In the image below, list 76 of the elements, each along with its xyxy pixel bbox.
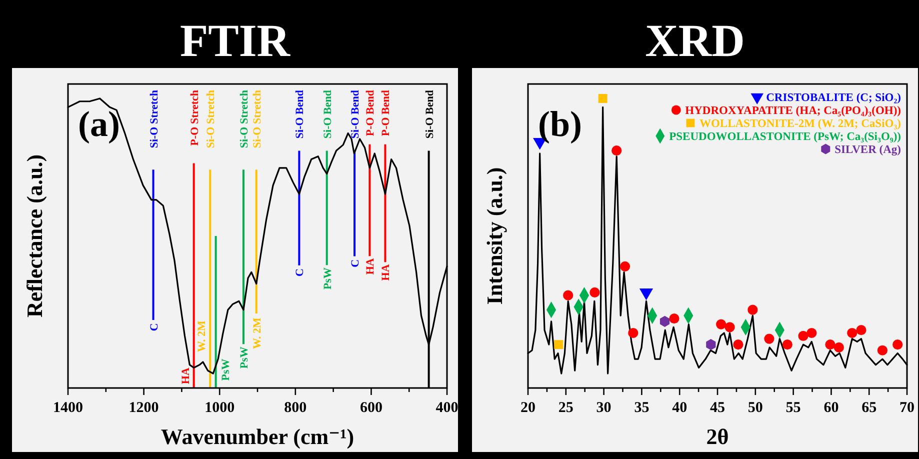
x-tick-label: 1400 (53, 400, 83, 416)
point (598, 94, 608, 103)
ref-line-label: Si-O Bend (322, 90, 334, 139)
point (628, 328, 638, 338)
point (825, 340, 836, 350)
ref-line-label: Si-O Stretch (205, 90, 218, 148)
x-axis-title: Wavenumber (cm⁻¹) (160, 424, 354, 449)
legend-label: WOLLASTONITE-2M (W. 2M; CaSiO₃) (699, 118, 902, 130)
annotation: PsW (322, 268, 334, 290)
annotation: W. 2M (251, 316, 264, 349)
point (733, 340, 744, 350)
y-axis-title: Reflectance (a.u.) (22, 154, 47, 318)
ref-line-label: P-O Stretch (188, 90, 201, 146)
point (856, 325, 866, 336)
ref-line-label: P-O Bend (364, 90, 377, 136)
point (782, 340, 792, 350)
point (798, 330, 808, 341)
chart-title: XRD (645, 15, 745, 66)
point (764, 334, 774, 344)
x-tick-label: 70 (900, 400, 914, 416)
ref-line-label: Si-O Stretch (148, 90, 160, 148)
ref-line-label: P-O Bend (380, 90, 392, 136)
x-tick-label: 65 (862, 400, 877, 416)
point (892, 340, 903, 350)
point (612, 146, 622, 156)
ref-line-label: Si-O Bend (294, 90, 306, 139)
annotation: PsW (220, 358, 232, 381)
ref-line-label: Si-O Bend (424, 90, 436, 139)
point (620, 261, 630, 272)
ref-line-label: Si-O Bend (350, 90, 362, 139)
annotation: HA (180, 368, 192, 384)
chart-title: FTIR (180, 15, 291, 66)
point (716, 319, 726, 330)
legend-label: HYDROXYAPATITE (HA; Ca₅(PO₄)₃(OH)) (685, 105, 902, 117)
annotation: PsW (238, 346, 250, 369)
annotation: HA (364, 258, 377, 275)
point (806, 328, 817, 338)
annotation: C (350, 259, 362, 268)
point (877, 345, 888, 356)
legend-label: SILVER (Ag) (834, 144, 902, 156)
x-tick-label: 50 (748, 400, 763, 416)
point (847, 328, 858, 338)
y-axis-title: Intensity (a.u.) (482, 167, 507, 305)
x-tick-label: 45 (710, 400, 725, 416)
x-tick-label: 1000 (204, 400, 235, 416)
annotation: (b) (538, 104, 582, 144)
point (563, 290, 574, 300)
point (748, 304, 758, 315)
ref-line-label: Si-O Stretch (238, 90, 250, 148)
annotation: HA (380, 264, 392, 281)
point (590, 287, 600, 298)
x-tick-label: 30 (596, 400, 612, 416)
x-tick-label: 25 (558, 400, 574, 416)
x-tick-label: 800 (284, 400, 307, 416)
annotation: (a) (78, 104, 120, 144)
ref-line-label: Si-O Stretch (251, 90, 264, 148)
x-tick-label: 40 (672, 400, 688, 416)
legend-label: PSEUDOWOLLASTONITE (PsW; Ca₃(Si₃O₉)) (669, 131, 902, 143)
annotation: C (148, 323, 160, 332)
point (669, 313, 680, 324)
point (554, 340, 564, 350)
point (706, 339, 716, 350)
point (660, 316, 670, 327)
x-tick-label: 55 (786, 400, 801, 416)
annotation: W. 2M (196, 320, 208, 352)
x-tick-label: 600 (360, 400, 382, 416)
point (834, 342, 844, 353)
x-tick-label: 400 (436, 400, 458, 416)
x-axis-title: 2θ (706, 424, 729, 449)
x-tick-label: 60 (824, 400, 839, 416)
x-tick-label: 1200 (128, 400, 159, 416)
legend-label: CRISTOBALITE (C; SiO₂) (766, 92, 902, 104)
annotation: C (294, 268, 306, 276)
x-tick-label: 20 (520, 400, 536, 416)
x-tick-label: 35 (634, 400, 650, 416)
point (724, 322, 735, 332)
